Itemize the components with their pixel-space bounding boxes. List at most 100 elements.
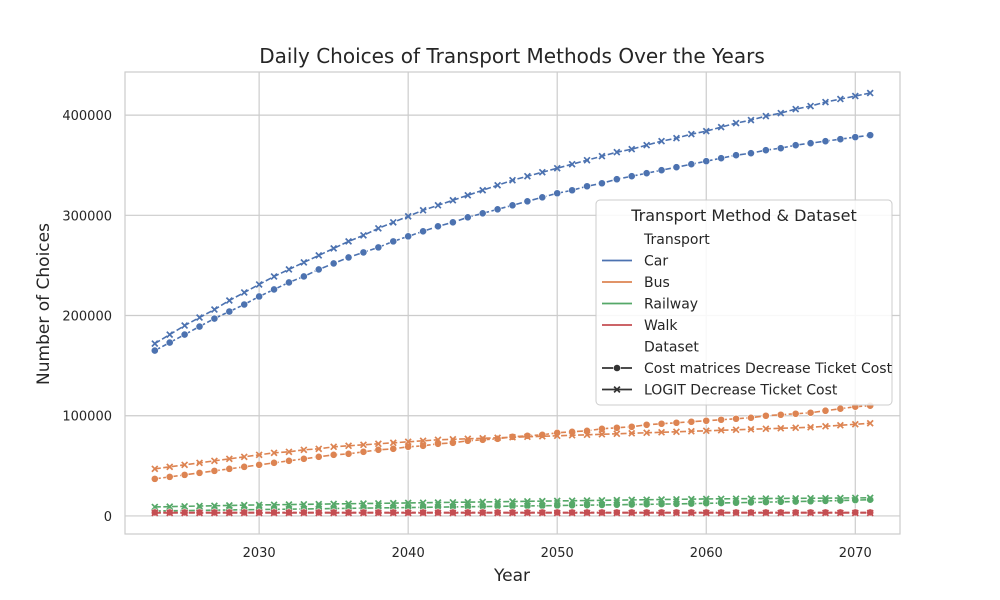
data-point xyxy=(494,434,502,442)
data-point xyxy=(598,424,606,433)
data-point xyxy=(747,149,755,158)
data-point xyxy=(747,495,755,503)
data-point xyxy=(807,423,815,431)
data-point xyxy=(658,496,666,504)
legend-item-walk: Walk xyxy=(644,318,678,334)
data-point xyxy=(330,500,338,508)
data-point xyxy=(762,509,770,517)
data-point xyxy=(181,502,189,510)
data-point xyxy=(732,426,740,434)
series-walk-logit xyxy=(151,509,874,517)
legend-header-dataset: Dataset xyxy=(644,340,699,356)
series-railway-logit xyxy=(151,494,874,511)
data-point xyxy=(285,509,293,517)
data-point xyxy=(613,509,621,517)
data-point xyxy=(553,432,561,440)
data-point xyxy=(151,503,159,511)
data-point xyxy=(612,175,621,184)
data-point xyxy=(777,494,785,502)
data-point xyxy=(255,451,263,459)
data-point xyxy=(643,496,651,504)
data-point xyxy=(538,497,546,505)
legend-item-bus: Bus xyxy=(644,275,670,291)
data-point xyxy=(866,494,874,502)
data-point xyxy=(285,456,293,465)
data-point xyxy=(314,265,323,274)
data-point xyxy=(672,509,680,517)
data-point xyxy=(836,135,845,144)
data-point xyxy=(568,509,576,517)
data-point xyxy=(732,119,740,127)
data-point xyxy=(613,430,621,438)
data-point xyxy=(717,123,725,131)
data-point xyxy=(225,501,233,509)
data-point xyxy=(687,495,695,503)
data-point xyxy=(315,445,323,453)
data-point xyxy=(836,95,844,103)
data-point xyxy=(702,509,710,517)
data-point xyxy=(866,495,875,504)
data-point xyxy=(747,413,755,422)
data-point xyxy=(687,427,695,435)
data-point xyxy=(270,285,278,294)
data-point xyxy=(151,340,159,348)
data-point xyxy=(836,509,844,517)
data-point xyxy=(255,292,264,301)
data-point xyxy=(792,105,800,113)
data-point xyxy=(643,141,651,149)
data-point xyxy=(374,499,382,507)
data-point xyxy=(717,509,725,517)
data-point xyxy=(180,330,189,339)
data-point xyxy=(225,455,233,463)
legend-item-railway: Railway xyxy=(644,297,698,313)
data-point xyxy=(404,442,413,451)
data-point xyxy=(583,509,591,517)
data-point xyxy=(225,464,234,473)
data-point xyxy=(359,509,367,517)
data-point xyxy=(479,509,487,517)
data-point xyxy=(314,452,323,461)
data-point xyxy=(464,191,472,199)
x-tick-label: 2060 xyxy=(690,546,723,561)
data-point xyxy=(299,272,308,281)
data-point xyxy=(240,300,249,309)
data-point xyxy=(508,201,517,210)
legend-dataset-x: LOGIT Decrease Ticket Cost xyxy=(602,383,838,399)
data-point xyxy=(568,497,576,505)
legend-dataset-marker xyxy=(613,385,621,394)
data-point xyxy=(196,459,204,467)
legend: Transport Method & Dataset Transport Car Bu… xyxy=(595,199,893,406)
y-tick-label: 300000 xyxy=(62,209,112,224)
data-point xyxy=(523,497,531,505)
x-tick-label: 2050 xyxy=(541,546,574,561)
data-point xyxy=(419,206,427,214)
legend-item-car: Car xyxy=(644,254,668,270)
data-point xyxy=(538,193,547,202)
data-point xyxy=(866,419,874,427)
data-point xyxy=(374,243,383,252)
data-point xyxy=(434,499,442,507)
data-point xyxy=(628,509,636,517)
data-point xyxy=(240,509,248,517)
data-point xyxy=(672,418,681,427)
data-point xyxy=(628,496,636,504)
data-point xyxy=(761,411,770,420)
data-point xyxy=(151,509,159,517)
legend-dataset-label: LOGIT Decrease Ticket Cost xyxy=(644,383,838,399)
data-point xyxy=(285,448,293,456)
data-point xyxy=(702,416,711,425)
data-point xyxy=(419,437,427,445)
data-point xyxy=(359,447,368,456)
data-point xyxy=(345,500,353,508)
data-point xyxy=(687,417,696,426)
data-point xyxy=(672,163,681,172)
data-point xyxy=(613,496,621,504)
data-point xyxy=(717,415,726,424)
data-point xyxy=(851,420,859,428)
data-point xyxy=(166,503,174,511)
data-point xyxy=(404,438,412,446)
data-point xyxy=(195,322,204,331)
data-point xyxy=(195,468,204,477)
legend-dataset-circle: Cost matrices Decrease Ticket Cost xyxy=(602,361,893,377)
